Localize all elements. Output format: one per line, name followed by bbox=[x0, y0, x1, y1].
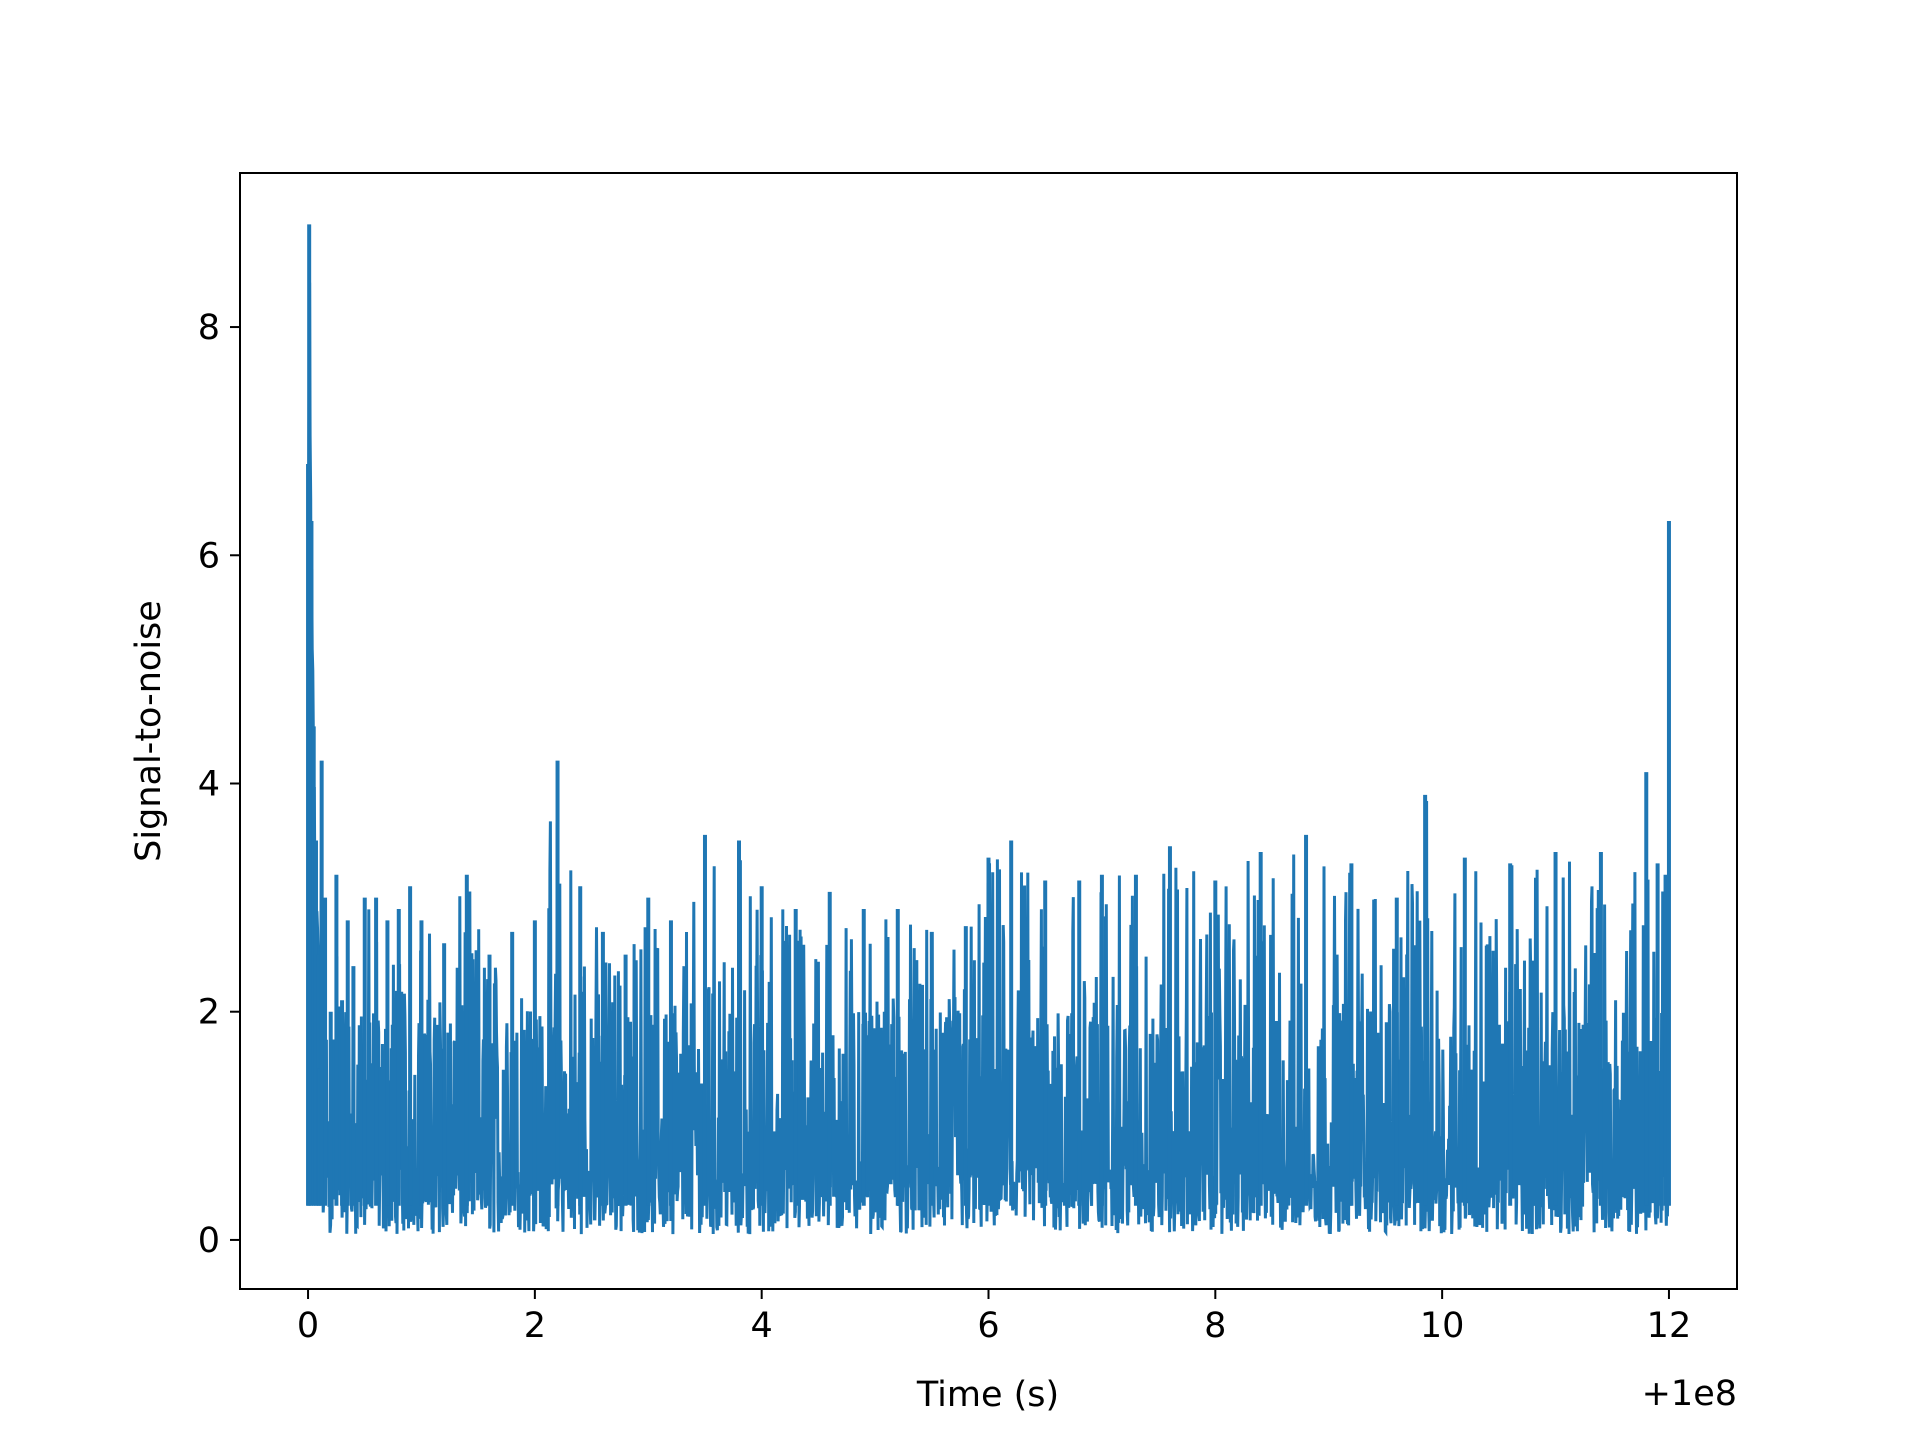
x-tick-label: 6 bbox=[977, 1306, 999, 1346]
x-axis: 0 2 4 6 8 10 12 bbox=[297, 1289, 1691, 1346]
y-axis-label: Signal-to-noise bbox=[129, 600, 169, 862]
x-tick-label: 12 bbox=[1647, 1306, 1692, 1346]
x-tick-label: 8 bbox=[1204, 1306, 1226, 1346]
y-tick-label: 2 bbox=[198, 993, 220, 1033]
x-tick-label: 0 bbox=[297, 1306, 319, 1346]
x-tick-label: 2 bbox=[524, 1306, 546, 1346]
y-tick-label: 8 bbox=[198, 308, 220, 348]
y-tick-label: 6 bbox=[198, 536, 220, 576]
y-tick-label: 0 bbox=[198, 1221, 220, 1261]
x-axis-offset-label: +1e8 bbox=[1642, 1374, 1737, 1414]
x-tick-label: 10 bbox=[1420, 1306, 1465, 1346]
y-axis: 0 2 4 6 8 bbox=[198, 308, 240, 1261]
plot-area bbox=[306, 224, 1671, 1237]
x-tick-label: 4 bbox=[751, 1306, 773, 1346]
x-axis-label: Time (s) bbox=[916, 1375, 1059, 1415]
y-tick-label: 4 bbox=[198, 764, 220, 804]
